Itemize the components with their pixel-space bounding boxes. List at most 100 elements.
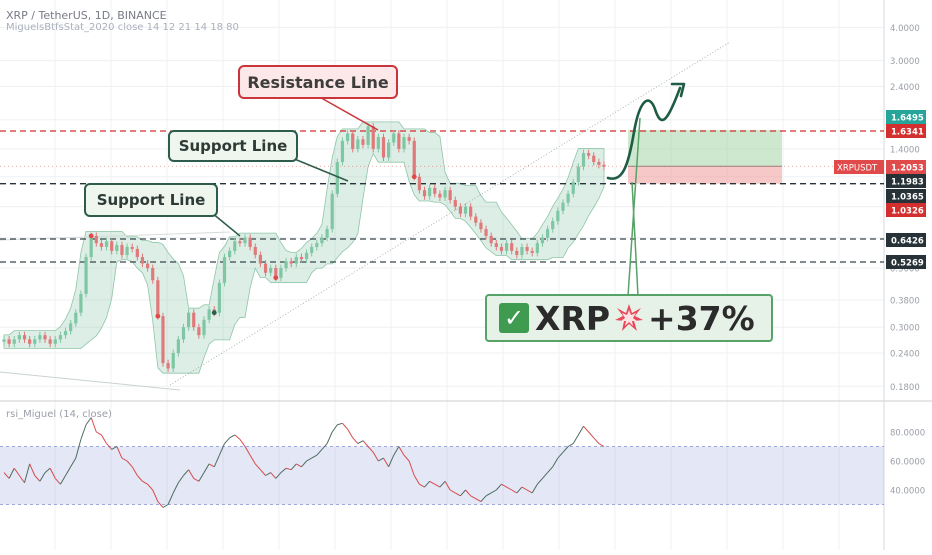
candle-body xyxy=(592,155,596,163)
rsi-segment xyxy=(157,501,164,508)
price-axis-label: 0.2400 xyxy=(890,350,920,360)
price-tag xyxy=(886,233,926,247)
rsi-segment xyxy=(372,452,379,462)
symbol-tag-label: XRPUSDT xyxy=(837,164,878,174)
price-tag-label: 0.5269 xyxy=(891,259,924,269)
candle-body xyxy=(345,133,350,141)
candle-body xyxy=(576,166,580,183)
candle-body xyxy=(422,190,427,197)
candle-body xyxy=(130,246,134,249)
candle-body xyxy=(561,202,565,211)
candle-body xyxy=(202,319,206,336)
rsi-segment xyxy=(583,425,589,433)
candle-body xyxy=(407,137,411,141)
support-line-callout-lower[interactable]: Support Line xyxy=(84,183,218,217)
price-tag xyxy=(886,255,926,269)
candle-body xyxy=(438,193,442,198)
lower-trendline xyxy=(0,371,181,391)
candle-body xyxy=(284,261,288,269)
price-axis-label: 0.1800 xyxy=(890,383,920,393)
rsi-segment xyxy=(501,483,507,488)
candle-body xyxy=(7,339,11,344)
rsi-segment xyxy=(244,446,251,456)
price-tag-label: 1.6341 xyxy=(891,128,924,138)
price-axis-label: 2.4000 xyxy=(890,83,920,93)
candle-body xyxy=(125,246,129,255)
candle-body xyxy=(79,293,83,313)
rsi-segment xyxy=(408,460,415,476)
rsi-segment xyxy=(398,446,405,456)
rsi-segment xyxy=(521,486,528,491)
candle-body xyxy=(587,153,591,156)
rsi-segment xyxy=(536,478,543,485)
rsi-segment xyxy=(152,489,159,502)
gain-projection-box[interactable]: ✓ XRP +37% xyxy=(485,294,773,342)
price-axis-label: 4.0000 xyxy=(890,24,920,34)
candle-body xyxy=(269,268,273,273)
candle-body xyxy=(412,140,416,177)
candle-body xyxy=(315,243,319,247)
rsi-segment xyxy=(224,437,231,444)
candle-body xyxy=(361,139,365,145)
candle-body xyxy=(397,133,401,149)
rsi-segment xyxy=(239,438,246,447)
candle-body xyxy=(135,248,139,258)
rsi-segment xyxy=(480,495,487,502)
price-tag-label: 1.0326 xyxy=(891,207,924,217)
gain-ticker: XRP xyxy=(535,298,611,338)
candle-body xyxy=(181,327,186,340)
price-axis-label: 0.3800 xyxy=(890,296,920,306)
symbol-title: XRP / TetherUS, 1D, BINANCE xyxy=(6,9,167,22)
rsi-segment xyxy=(506,486,512,491)
candle-body xyxy=(535,243,539,253)
rsi-segment xyxy=(383,457,390,468)
candle-body xyxy=(294,257,298,264)
rsi-segment xyxy=(567,443,574,447)
rsi-segment xyxy=(388,454,395,468)
candle-body xyxy=(551,221,555,230)
candle-body xyxy=(489,235,493,244)
rsi-segment xyxy=(444,481,451,491)
rsi-segment xyxy=(49,468,56,479)
price-tag-label: 1.1983 xyxy=(891,178,924,188)
candle-body xyxy=(525,246,529,251)
candle-body xyxy=(392,133,396,143)
rsi-segment xyxy=(265,472,271,476)
candle-body xyxy=(335,162,339,194)
candle-body xyxy=(597,162,601,165)
candle-body xyxy=(207,309,211,320)
candle-body xyxy=(2,339,6,342)
support-line-callout-upper[interactable]: Support Line xyxy=(168,130,298,162)
candle-body xyxy=(428,187,432,197)
resistance-line-callout[interactable]: Resistance Line xyxy=(238,65,398,99)
rsi-segment xyxy=(254,463,261,471)
candle-body xyxy=(484,229,488,236)
checkmark-icon: ✓ xyxy=(499,303,529,333)
candle-body xyxy=(320,237,324,244)
rsi-segment xyxy=(101,434,107,444)
rsi-segment xyxy=(552,457,559,468)
gain-percent: +37% xyxy=(648,298,755,338)
rsi-segment xyxy=(516,486,523,494)
candle-body xyxy=(479,222,483,230)
price-axis-label: 0.5000 xyxy=(890,265,920,275)
rsi-segment xyxy=(8,468,15,479)
rsi-segment xyxy=(280,467,287,473)
candle-body xyxy=(110,241,114,251)
candle-body xyxy=(258,254,263,264)
candle-body xyxy=(248,237,252,247)
candle-body xyxy=(545,229,550,238)
rsi-segment xyxy=(131,466,138,476)
candle-body xyxy=(115,245,119,251)
candle-body xyxy=(22,335,27,340)
rsi-segment xyxy=(316,449,323,456)
candle-body xyxy=(74,312,78,324)
support-connector-lower xyxy=(211,212,241,237)
rsi-segment xyxy=(306,457,312,462)
rsi-segment xyxy=(29,463,36,476)
candle-body xyxy=(417,176,421,191)
candle-body xyxy=(187,312,191,328)
